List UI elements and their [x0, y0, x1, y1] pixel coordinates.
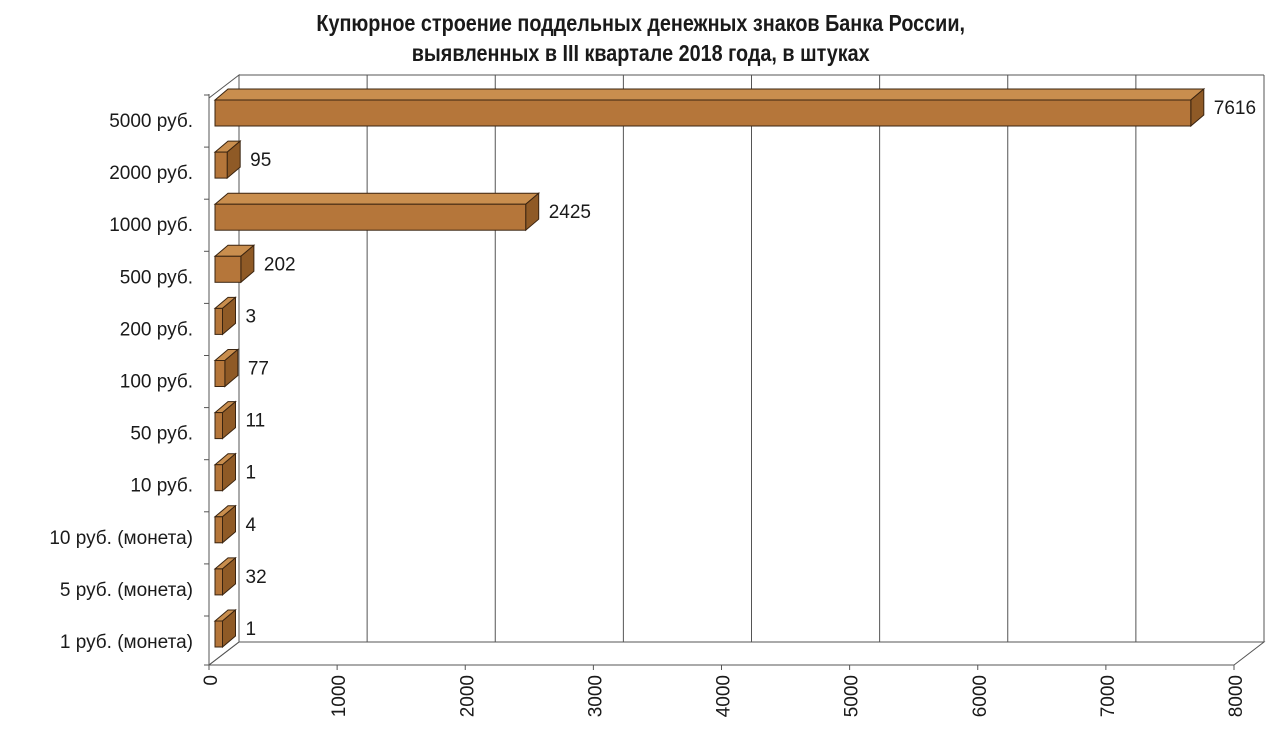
chart-floor [207, 641, 1266, 666]
bar [214, 620, 223, 648]
bar [214, 412, 223, 440]
category-label: 5000 руб. [109, 111, 193, 132]
x-tick-label: 0 [201, 675, 222, 686]
bar [214, 99, 1192, 127]
data-label: 2425 [549, 202, 591, 223]
bar [214, 360, 226, 387]
bar [214, 203, 527, 231]
x-tick-label: 8000 [1226, 675, 1247, 717]
category-label: 100 руб. [120, 372, 193, 393]
chart-title-line-1: Купюрное строение поддельных денежных зн… [316, 10, 965, 36]
data-label: 1 [246, 463, 257, 484]
x-tick-label: 7000 [1098, 675, 1119, 717]
data-label: 77 [248, 359, 269, 380]
data-label: 4 [246, 515, 257, 536]
bar [214, 568, 223, 596]
category-label: 2000 руб. [109, 163, 193, 184]
chart-labels: 0 1000 2000 3000 4000 5000 6000 7000 8000 7616 500… [49, 98, 1256, 717]
data-label: 95 [250, 150, 271, 171]
category-label: 5 руб. (монета) [60, 580, 193, 601]
x-tick-label: 4000 [714, 675, 735, 717]
data-label: 202 [264, 254, 296, 275]
data-label: 3 [246, 306, 257, 327]
x-tick-label: 3000 [585, 675, 606, 717]
bar [214, 516, 223, 544]
category-label: 50 руб. [130, 424, 193, 445]
chart-bars [213, 87, 1206, 649]
category-label: 10 руб. (монета) [49, 528, 193, 549]
data-label: 32 [246, 567, 267, 588]
bar [214, 464, 223, 492]
category-label: 1000 руб. [109, 215, 193, 236]
category-label: 1 руб. (монета) [60, 632, 193, 653]
category-label: 500 руб. [120, 267, 193, 288]
chart-title-line-2: выявленных в III квартале 2018 года, в ш… [411, 40, 870, 66]
x-tick-label: 6000 [970, 675, 991, 717]
data-label: 7616 [1214, 98, 1256, 119]
x-tick-label: 1000 [329, 675, 350, 717]
bar [214, 307, 223, 335]
category-label: 10 руб. [130, 476, 193, 497]
bar [214, 255, 242, 283]
data-label: 11 [246, 411, 266, 432]
x-tick-label: 5000 [842, 675, 863, 717]
bar-top-face [213, 192, 541, 205]
bar-top-face [213, 88, 1206, 101]
chart-grid [204, 73, 1266, 670]
data-label: 1 [246, 619, 257, 640]
x-tick-label: 2000 [457, 675, 478, 717]
bar [214, 151, 228, 179]
chart-title: Купюрное строение поддельных денежных зн… [90, 8, 1191, 68]
category-label: 200 руб. [120, 319, 193, 340]
